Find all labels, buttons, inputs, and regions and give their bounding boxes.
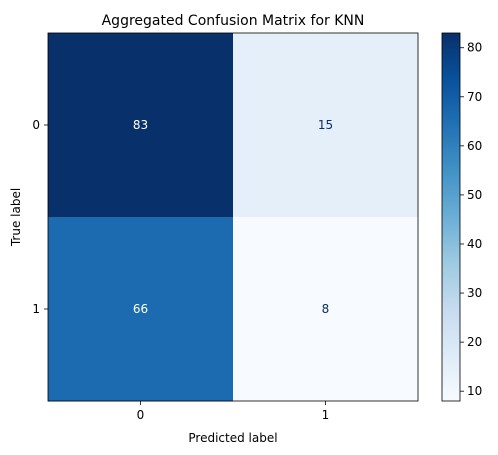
y-axis-label: True label	[9, 188, 23, 247]
colorbar-ticks: 10 20 30 40 50 60 70 80	[460, 41, 482, 398]
x-tick-label: 0	[137, 408, 145, 422]
colorbar-tick-label: 70	[467, 90, 482, 104]
y-tick-label: 1	[32, 302, 40, 316]
colorbar	[441, 32, 461, 402]
chart-title: Aggregated Confusion Matrix for KNN	[102, 13, 365, 29]
cell-value-label: 15	[318, 118, 333, 132]
y-tick-label: 0	[32, 118, 40, 132]
heatmap-cell	[233, 33, 419, 218]
cell-value-label: 8	[322, 302, 330, 316]
x-tick-label: 1	[322, 408, 330, 422]
colorbar-tick-label: 80	[467, 41, 482, 55]
heatmap-cell	[48, 33, 234, 218]
cell-value-label: 83	[133, 118, 148, 132]
colorbar-tick-label: 50	[467, 188, 482, 202]
colorbar-tick-label: 60	[467, 139, 482, 153]
colorbar-tick-label: 20	[467, 335, 482, 349]
y-axis-ticks: 01	[32, 118, 48, 316]
cell-value-label: 66	[133, 302, 148, 316]
plot-frame	[47, 32, 419, 402]
x-axis-label: Predicted label	[188, 431, 277, 445]
heatmap-cells: 83 15 66 8	[48, 33, 419, 402]
heatmap-cell	[48, 217, 234, 402]
colorbar-tick-label: 10	[467, 384, 482, 398]
colorbar-tick-label: 30	[467, 286, 482, 300]
heatmap-cell	[233, 217, 419, 402]
colorbar-tick-label: 40	[467, 237, 482, 251]
